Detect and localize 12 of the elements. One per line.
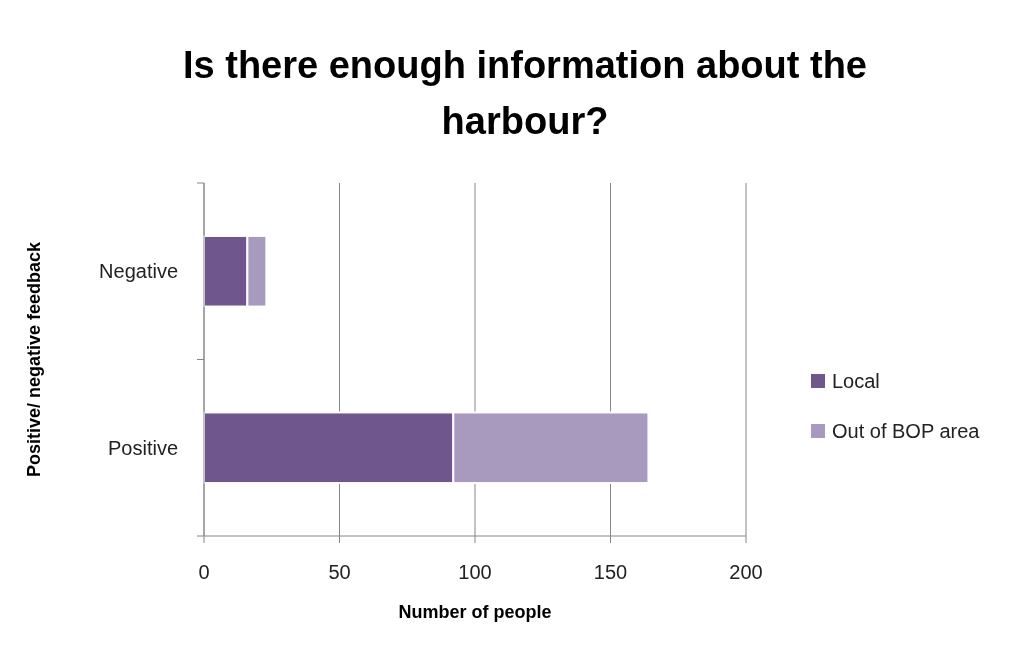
legend-label: Out of BOP area bbox=[832, 420, 981, 442]
y-tick-label: Positive bbox=[107, 436, 178, 459]
legend-label: Local bbox=[832, 370, 880, 392]
x-tick-label: 50 bbox=[328, 561, 351, 583]
x-axis-title: Number of people bbox=[398, 602, 552, 622]
x-tick-label: 200 bbox=[729, 561, 763, 583]
y-axis-title: Positive/ negative feedback bbox=[24, 240, 44, 478]
y-tick-label: Negative bbox=[99, 260, 178, 283]
x-tick-label: 150 bbox=[593, 561, 628, 583]
x-tick-label: 0 bbox=[198, 561, 210, 583]
chart-title: Is there enough information about the harbour? bbox=[183, 44, 867, 142]
x-tick-label: 100 bbox=[458, 561, 492, 583]
